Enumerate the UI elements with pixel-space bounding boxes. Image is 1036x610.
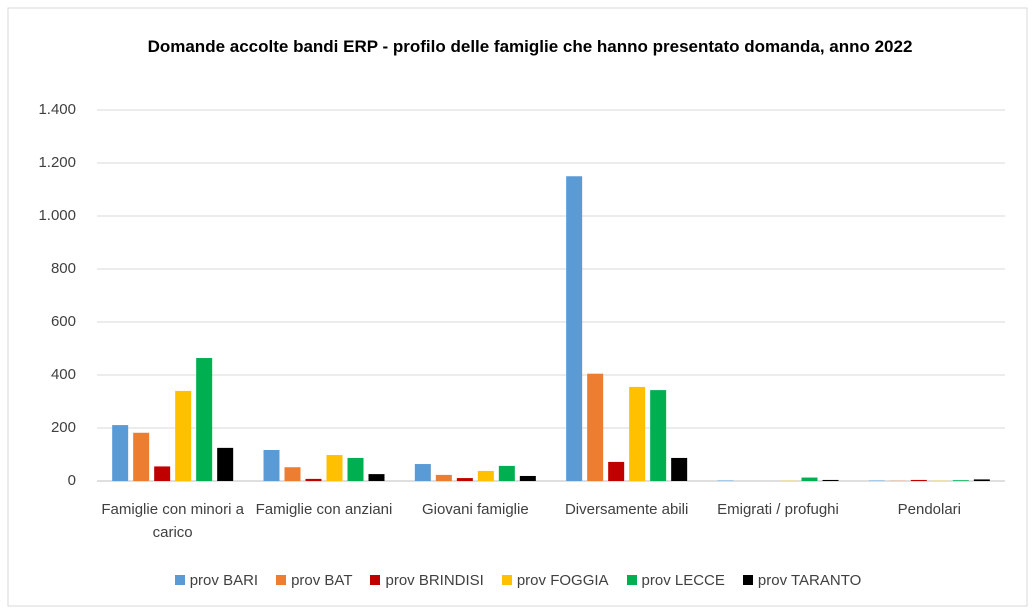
legend-item: prov BAT [276,572,352,589]
bar [608,461,625,481]
legend: prov BARI prov BAT prov BRINDISI prov FOGGI… [0,572,1036,589]
x-tick-label: Famiglie con anziani [255,501,393,518]
y-tick-label: 600 [51,313,76,330]
bar [196,358,213,481]
x-tick-label: Emigrati / profughi [717,501,839,518]
legend-swatch [501,575,512,585]
bar [717,480,734,481]
x-tick-label: Pendolari [897,501,962,518]
legend-swatch [370,575,381,585]
bar [566,176,583,481]
bar [133,432,150,481]
legend-label: prov BAT [291,572,353,589]
bar [263,449,280,481]
legend-label: prov TARANTO [757,572,862,589]
y-tick-label: 1.200 [38,154,76,171]
bar [973,479,990,481]
bar [284,467,301,481]
legend-item: prov BARI [174,572,259,589]
legend-item: prov FOGGIA [501,572,609,589]
legend-swatch [742,575,753,585]
y-tick-label: 1.000 [38,207,76,224]
bar [435,474,452,481]
legend-label: prov FOGGIA [516,572,609,589]
bar [368,474,385,481]
bar [477,470,494,481]
bar [498,465,515,481]
legend-item: prov TARANTO [742,572,862,589]
legend-item: prov BRINDISI [370,572,484,589]
y-tick-label: 0 [68,472,76,489]
bar [519,475,536,481]
bar [801,477,818,481]
x-tick-label: Diversamente abili [564,501,689,518]
x-tick-label: Giovani famiglie [421,501,529,518]
legend-label: prov BARI [189,572,259,589]
bar [822,479,839,481]
legend-swatch [626,575,637,585]
y-tick-label: 400 [51,366,76,383]
bar [868,480,885,481]
legend-swatch [174,575,185,585]
y-tick-label: 1.400 [38,101,76,118]
legend-item: prov LECCE [626,572,725,589]
legend-label: prov LECCE [641,572,725,589]
bar [952,480,969,481]
bar [326,455,343,481]
bar [671,457,688,481]
bar [347,457,364,481]
bar [456,478,473,481]
x-tick-label: Famiglie con minori a carico [101,501,244,541]
bar [629,386,646,481]
bar [650,390,667,481]
bar [112,425,129,481]
bar [414,464,431,481]
y-tick-label: 200 [51,419,76,436]
bar [587,373,604,481]
legend-label: prov BRINDISI [385,572,484,589]
bar [305,478,322,481]
bar [217,447,234,481]
bar [910,479,927,481]
bar [175,390,192,481]
legend-swatch [276,575,287,585]
y-tick-label: 800 [51,260,76,277]
chart-title: Domande accolte bandi ERP - profilo dell… [147,37,913,56]
chart-border [7,7,1028,607]
bar [154,466,171,481]
